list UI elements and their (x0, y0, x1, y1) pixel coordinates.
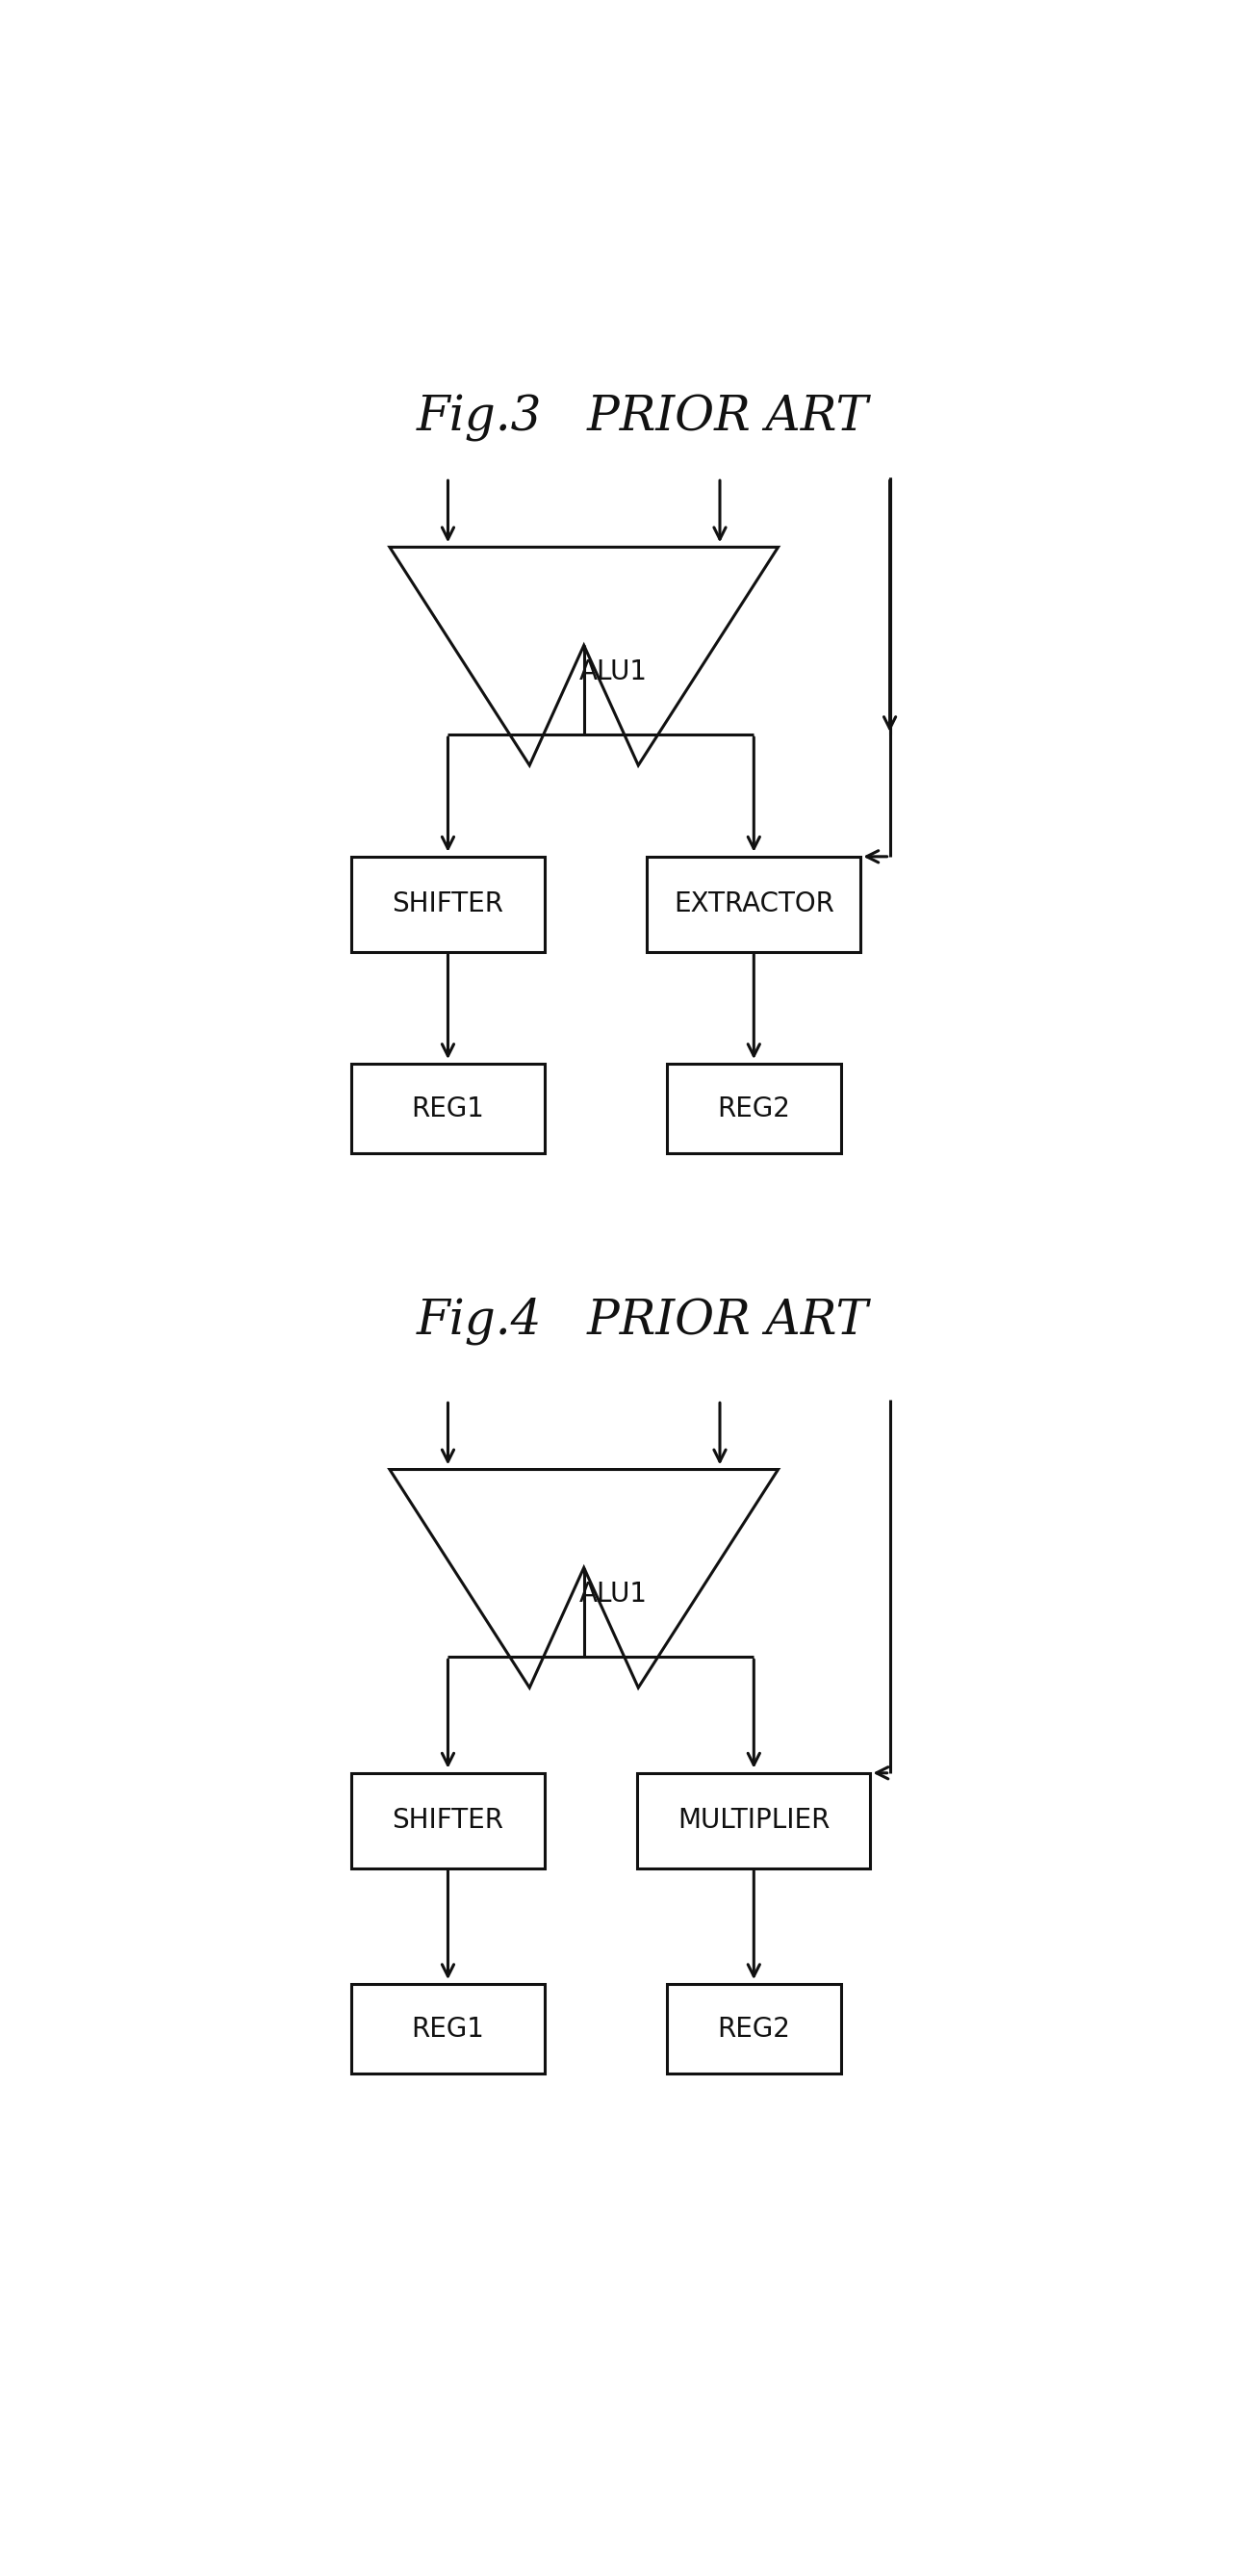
Bar (351, 1772, 545, 1868)
Bar (351, 858, 545, 951)
Text: MULTIPLIER: MULTIPLIER (678, 1808, 829, 1834)
Bar (667, 1984, 841, 2074)
Text: ALU1: ALU1 (579, 659, 648, 685)
Text: SHIFTER: SHIFTER (392, 891, 504, 917)
Text: EXTRACTOR: EXTRACTOR (674, 891, 834, 917)
Text: REG2: REG2 (717, 1095, 791, 1123)
Text: REG1: REG1 (411, 1095, 485, 1123)
Text: REG2: REG2 (717, 2014, 791, 2043)
Text: SHIFTER: SHIFTER (392, 1808, 504, 1834)
Text: Fig.3   PRIOR ART: Fig.3 PRIOR ART (416, 394, 868, 443)
Bar (667, 1064, 841, 1154)
Text: Fig.4   PRIOR ART: Fig.4 PRIOR ART (416, 1296, 868, 1345)
Bar (647, 858, 861, 951)
Bar (638, 1772, 871, 1868)
Bar (351, 1064, 545, 1154)
Bar (351, 1984, 545, 2074)
Text: REG1: REG1 (411, 2014, 485, 2043)
Text: ALU1: ALU1 (579, 1582, 648, 1607)
